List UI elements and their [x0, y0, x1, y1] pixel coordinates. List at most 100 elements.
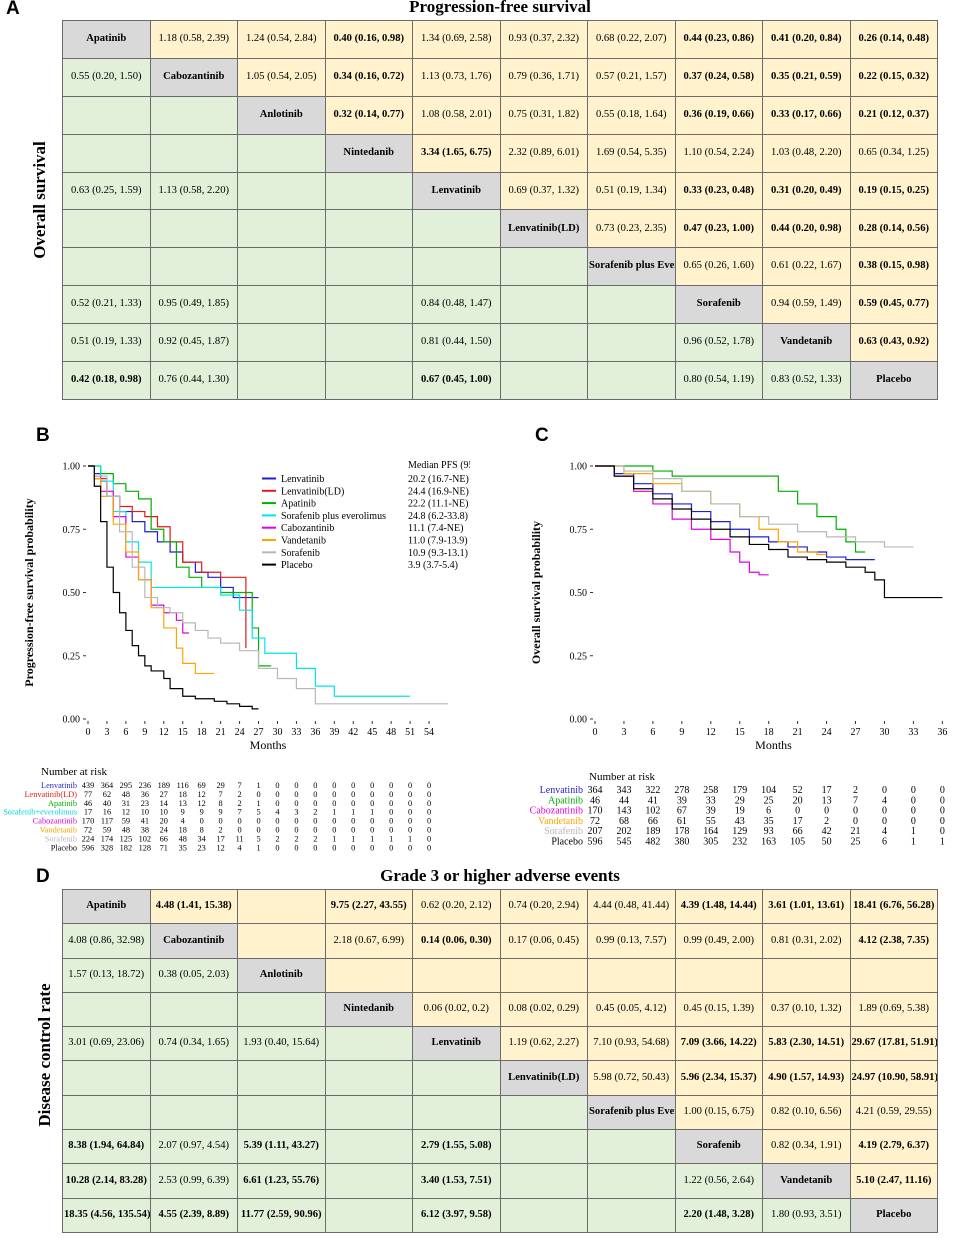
estimate-cell: [499, 1129, 588, 1165]
risk-count: 41: [648, 795, 658, 806]
risk-count: 0: [370, 799, 374, 808]
risk-count: 0: [911, 785, 916, 796]
risk-count: 35: [764, 816, 774, 827]
panel-b-letter: B: [36, 425, 50, 446]
x-tick-label: 9: [679, 727, 684, 738]
x-tick-label: 18: [764, 727, 774, 738]
risk-count: 8: [200, 826, 204, 835]
estimate-cell: 1.13 (0.73, 1.76): [412, 57, 501, 97]
estimate-cell: 0.94 (0.59, 1.49): [762, 285, 851, 325]
risk-count: 163: [761, 837, 776, 848]
estimate-cell: [237, 991, 326, 1028]
estimate-cell: 0.74 (0.34, 1.65): [149, 1026, 238, 1062]
estimate-cell: 0.82 (0.34, 1.91): [762, 1129, 851, 1165]
panel-c-km-plot: 0.000.250.500.751.000 3 6 9 12 15 18 21 24 27 30 33…: [529, 462, 947, 848]
estimate-cell: [412, 1094, 501, 1131]
estimate-cell: 0.51 (0.19, 1.33): [62, 323, 151, 363]
risk-count: 0: [313, 799, 317, 808]
estimate-cell: [237, 923, 326, 959]
risk-count: 0: [275, 781, 279, 790]
x-tick-label: 9: [142, 727, 147, 738]
estimate-cell: 3.01 (0.69, 23.06): [62, 1026, 151, 1062]
estimate-cell: [499, 323, 588, 363]
estimate-cell: 0.96 (0.52, 1.78): [674, 323, 763, 363]
risk-count: 1: [940, 837, 945, 848]
risk-count: 0: [940, 785, 945, 796]
treatment-label-cell: Apatinib: [62, 888, 151, 925]
x-tick-label: 27: [254, 727, 264, 738]
estimate-cell: 4.44 (0.48, 41.44): [587, 888, 676, 925]
km-curve-sorafenib: [595, 465, 914, 548]
risk-count: 67: [677, 806, 687, 817]
risk-count: 7: [238, 808, 242, 817]
estimate-cell: 0.81 (0.31, 2.02): [762, 923, 851, 959]
x-tick-label: 12: [159, 727, 169, 738]
risk-count: 1: [256, 843, 260, 852]
estimate-cell: 0.55 (0.18, 1.64): [587, 95, 676, 135]
risk-count: 0: [313, 790, 317, 799]
estimate-cell: [499, 957, 588, 993]
risk-count: 0: [408, 826, 412, 835]
risk-count: 0: [351, 826, 355, 835]
risk-count: 0: [294, 826, 298, 835]
estimate-cell: 0.22 (0.15, 0.32): [849, 57, 938, 97]
matrix-row: Nintedanib 3.34 (1.65, 6.75) 2.32 (0.89, 6…: [62, 133, 938, 173]
risk-count: 0: [427, 834, 431, 843]
estimate-cell: [62, 991, 151, 1028]
risk-count: 69: [198, 781, 206, 790]
risk-count: 5: [256, 808, 260, 817]
matrix-row: 4.08 (0.86, 32.98) Cabozantinib 2.18 (0.67…: [62, 923, 938, 959]
estimate-cell: 0.63 (0.43, 0.92): [849, 323, 938, 363]
risk-count: 0: [351, 817, 355, 826]
risk-count: 439: [82, 781, 94, 790]
estimate-cell: [324, 1163, 413, 1199]
estimate-cell: 0.51 (0.19, 1.34): [587, 171, 676, 211]
estimate-cell: 0.65 (0.34, 1.25): [849, 133, 938, 173]
estimate-cell: 0.41 (0.20, 0.84): [762, 20, 851, 59]
panel-a-letter: A: [6, 0, 20, 19]
risk-row-label: Lenvatinib(LD): [24, 790, 77, 799]
km-curve-lenvatinib: [595, 465, 875, 561]
risk-count: 68: [619, 816, 629, 827]
estimate-cell: 0.73 (0.23, 2.35): [587, 209, 676, 249]
risk-count: 0: [370, 843, 374, 852]
risk-count: 2: [238, 790, 242, 799]
legend-label: Lenvatinib(LD): [281, 486, 344, 497]
estimate-cell: [587, 285, 676, 325]
risk-count: 12: [198, 799, 206, 808]
risk-count: 72: [84, 826, 92, 835]
estimate-cell: 0.99 (0.49, 2.00): [674, 923, 763, 959]
estimate-cell: [587, 1197, 676, 1234]
risk-count: 29: [216, 781, 224, 790]
estimate-cell: 0.69 (0.37, 1.32): [499, 171, 588, 211]
risk-count: 43: [735, 816, 745, 827]
risk-count: 2: [275, 834, 279, 843]
risk-row-label: Vandetanib: [40, 826, 77, 835]
treatment-label-cell: Lenvatinib(LD): [499, 1060, 588, 1096]
estimate-cell: 2.07 (0.97, 4.54): [149, 1129, 238, 1165]
panel-d-title: Grade 3 or higher adverse events: [380, 866, 620, 885]
risk-count: 1: [332, 834, 336, 843]
estimate-cell: [499, 1094, 588, 1131]
legend-label: Sorafenib plus everolimus: [281, 511, 386, 522]
estimate-cell: 1.93 (0.40, 15.64): [237, 1026, 326, 1062]
km-curve-sorafenib-plus-everolimus: [88, 465, 411, 697]
estimate-cell: 1.10 (0.54, 2.24): [674, 133, 763, 173]
risk-count: 0: [256, 826, 260, 835]
risk-count: 116: [177, 781, 189, 790]
estimate-cell: 0.19 (0.15, 0.25): [849, 171, 938, 211]
x-tick-label: 21: [793, 727, 803, 738]
risk-count: 0: [427, 790, 431, 799]
estimate-cell: 11.77 (2.59, 90.96): [237, 1197, 326, 1234]
legend-median: 10.9 (9.3-13.1): [408, 548, 468, 559]
km-curve-sorafenib: [88, 465, 448, 705]
legend-label: Placebo: [281, 560, 313, 571]
risk-row-label: Lenvatinib: [540, 785, 583, 796]
estimate-cell: 0.45 (0.05, 4.12): [587, 991, 676, 1028]
estimate-cell: 0.76 (0.44, 1.30): [149, 361, 238, 400]
risk-count: 34: [198, 834, 207, 843]
panel-d-letter: D: [36, 866, 50, 887]
risk-count: 0: [882, 785, 887, 796]
risk-count: 23: [141, 799, 149, 808]
risk-count: 2: [313, 834, 317, 843]
